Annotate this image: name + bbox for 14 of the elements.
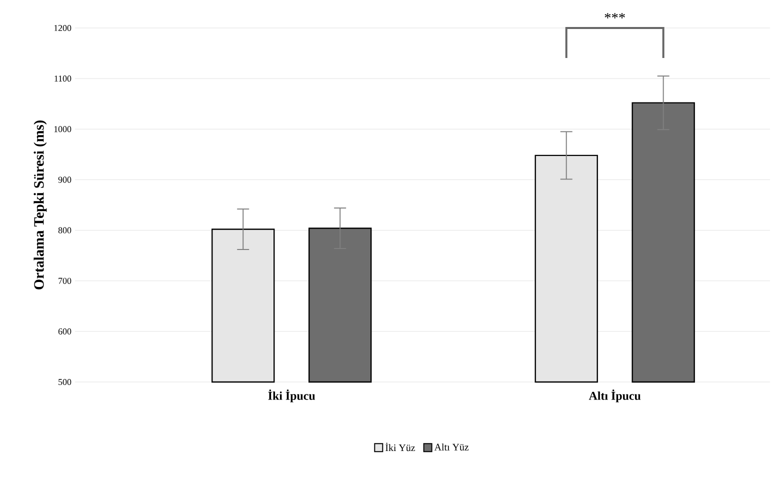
y-tick-label: 1000: [54, 126, 72, 132]
y-tick-label: 1200: [54, 24, 72, 32]
x-tick-label: İki İpucu: [268, 390, 316, 402]
y-tick-label: 800: [58, 227, 72, 234]
y-tick-label: 500: [58, 378, 72, 386]
y-tick-label: 900: [58, 176, 72, 183]
text: ***: [604, 13, 625, 18]
y-tick-label: 700: [58, 278, 72, 284]
x-tick-label: Altı İpucu: [588, 390, 641, 402]
y-axis-title: Ortalama Tepki Süresi (ms): [34, 120, 47, 290]
legend-label: Altı Yüz: [434, 443, 469, 450]
y-tick-label: 600: [58, 328, 72, 334]
legend-label: İki Yüz: [386, 442, 416, 452]
y-tick-label: 1100: [54, 76, 72, 82]
